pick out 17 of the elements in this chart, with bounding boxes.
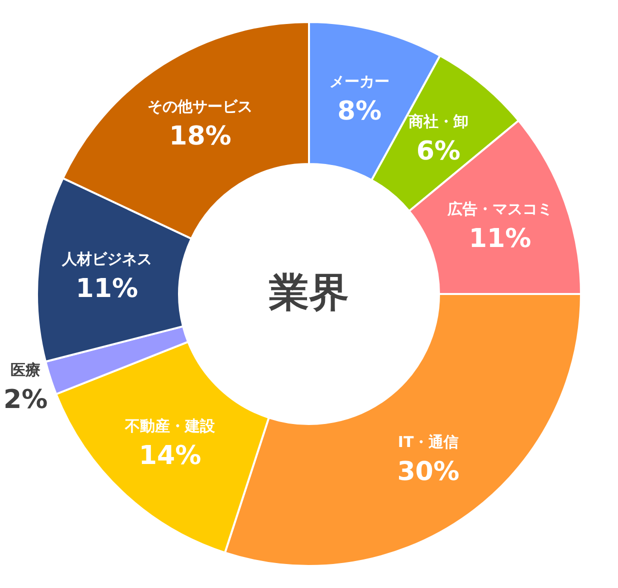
data-label: 18% bbox=[169, 122, 232, 152]
slice-label: その他サービス bbox=[148, 98, 253, 116]
data-label: 2% bbox=[4, 385, 48, 416]
data-label: 11% bbox=[76, 274, 138, 304]
slice-label: 医療 bbox=[10, 361, 41, 380]
slice-label: 広告・マスコミ bbox=[446, 200, 552, 218]
data-label: 8% bbox=[337, 96, 382, 126]
slice-label: 商社・卸 bbox=[407, 112, 468, 131]
data-label: 6% bbox=[416, 136, 460, 167]
data-label: 30% bbox=[397, 457, 460, 488]
data-label: 14% bbox=[138, 440, 202, 471]
slice-label: メーカー bbox=[329, 72, 390, 90]
slice-label: 人材ビジネス bbox=[60, 250, 152, 268]
data-label: 11% bbox=[468, 224, 532, 254]
slice-label: IT・通信 bbox=[398, 433, 459, 452]
slice-label: 不動産・建設 bbox=[124, 416, 216, 435]
text: 業界 bbox=[268, 270, 349, 316]
